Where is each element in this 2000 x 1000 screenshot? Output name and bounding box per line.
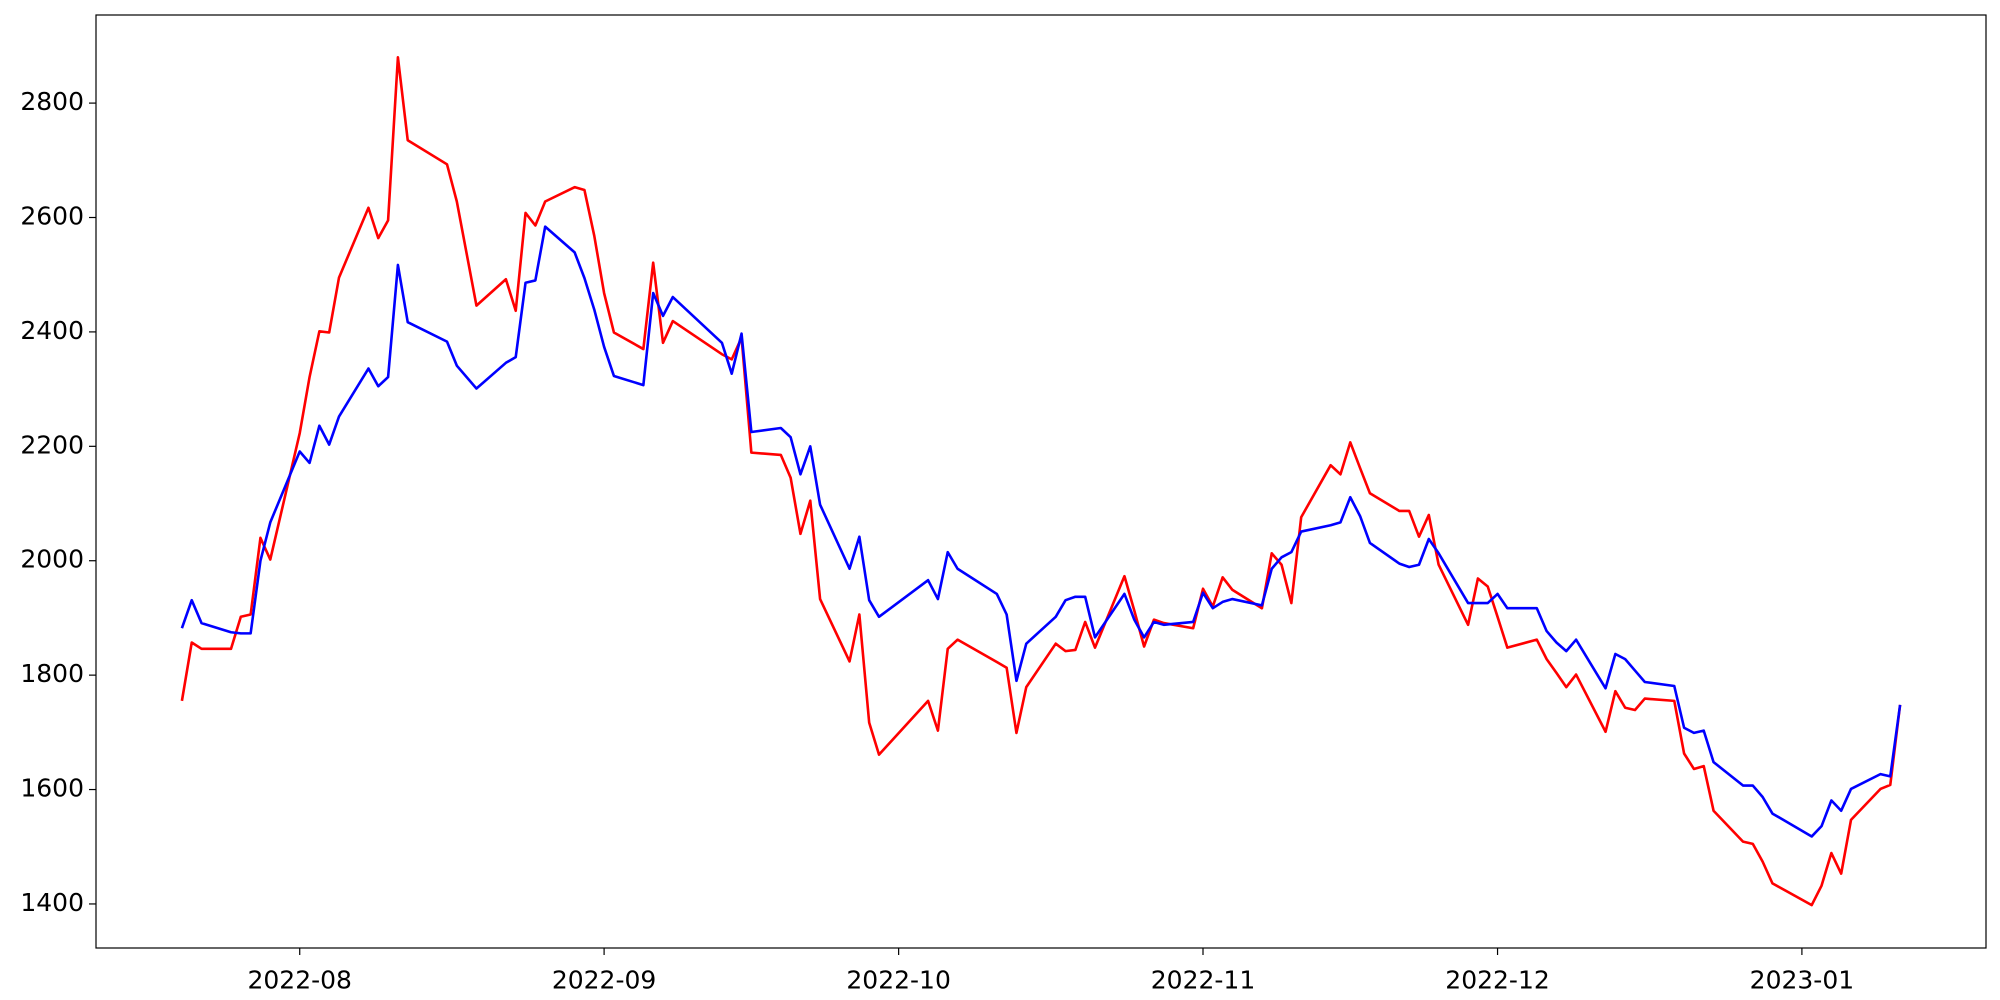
x-tick-label: 2022-11 (1151, 965, 1255, 994)
y-tick-label: 2800 (20, 87, 84, 116)
x-tick-label: 2022-08 (247, 965, 351, 994)
line-series (180, 56, 1902, 907)
y-tick-label: 2400 (20, 316, 84, 345)
x-tick-label: 2022-12 (1445, 965, 1549, 994)
y-tick-label: 1800 (20, 659, 84, 688)
x-tick-label: 2022-09 (552, 965, 656, 994)
y-tick-label: 1400 (20, 888, 84, 917)
x-tick-label: 2023-01 (1750, 965, 1854, 994)
line-series (180, 225, 1902, 838)
plot-frame (95, 14, 1987, 949)
y-tick-label: 2000 (20, 545, 84, 574)
x-tick-label: 2022-10 (846, 965, 950, 994)
y-tick-label: 1600 (20, 774, 84, 803)
y-tick-label: 2200 (20, 430, 84, 459)
y-tick-label: 2600 (20, 202, 84, 231)
